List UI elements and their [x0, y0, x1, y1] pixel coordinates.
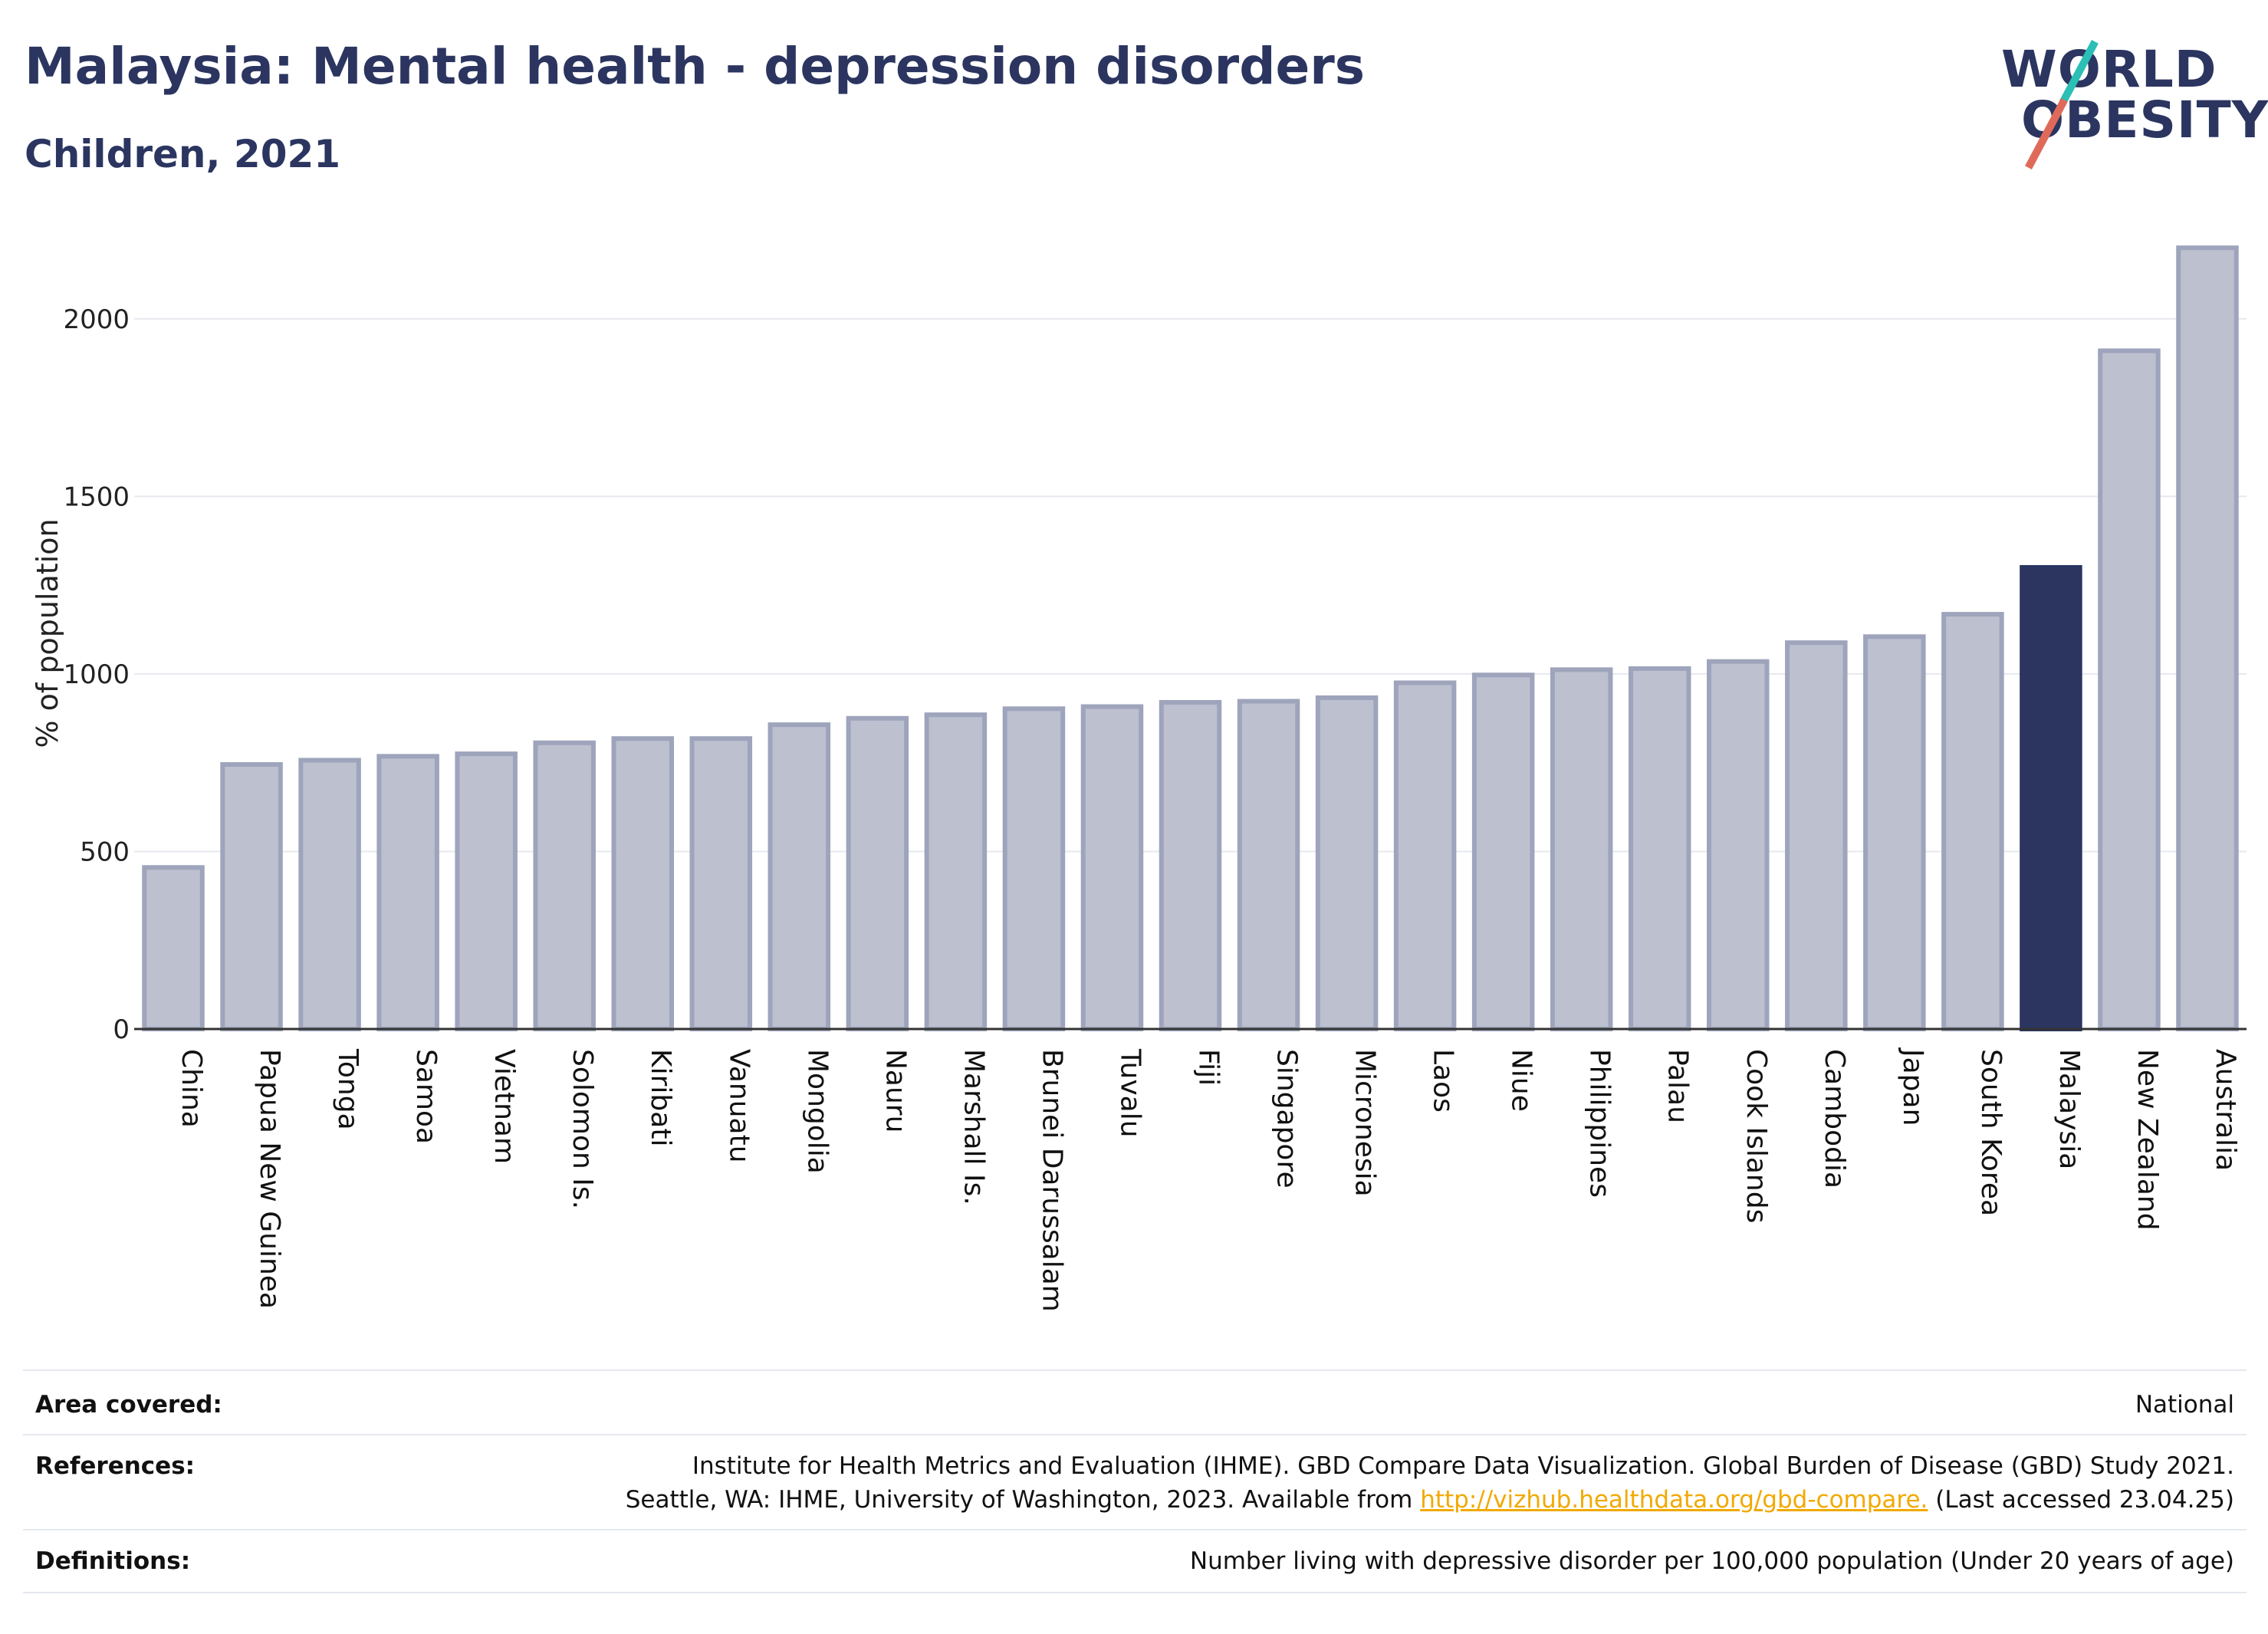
definitions-label: Definitions:	[35, 1547, 191, 1575]
bar-south-korea	[1941, 612, 2004, 1031]
x-tick-label: Vanuatu	[723, 1049, 754, 1163]
bar-tuvalu	[1080, 704, 1144, 1031]
x-tick-label: Tuvalu	[1114, 1048, 1146, 1138]
y-tick-label: 500	[80, 837, 130, 867]
references-value: Institute for Health Metrics and Evaluat…	[626, 1449, 2234, 1517]
page-title: Malaysia: Mental health - depression dis…	[25, 37, 1366, 96]
area-covered-label: Area covered:	[35, 1391, 222, 1419]
y-tick-label: 1000	[63, 659, 130, 690]
bar-micronesia	[1315, 695, 1379, 1032]
y-tick-label: 0	[113, 1014, 130, 1045]
x-tick-label: South Korea	[1975, 1049, 2007, 1216]
x-tick-label: Fiji	[1193, 1049, 1224, 1086]
y-tick-label: 2000	[63, 304, 130, 335]
x-tick-label: Singapore	[1271, 1049, 1303, 1189]
bar-nauru	[846, 715, 909, 1031]
references-line-2: Seattle, WA: IHME, University of Washing…	[626, 1483, 2234, 1517]
references-line-2-text: Seattle, WA: IHME, University of Washing…	[625, 1486, 1421, 1514]
footer-divider	[23, 1369, 2247, 1371]
bar-niue	[1471, 672, 1535, 1031]
x-tick-label: Malaysia	[2053, 1049, 2085, 1169]
bar-samoa	[376, 754, 439, 1032]
bar-philippines	[1550, 667, 1613, 1031]
y-tick-label: 1500	[63, 482, 130, 512]
y-axis-label: % of population	[31, 518, 64, 748]
x-tick-label: China	[176, 1049, 207, 1128]
x-tick-label: Nauru	[879, 1049, 911, 1133]
bar-cook-islands	[1707, 659, 1770, 1031]
x-tick-label: Vietnam	[488, 1049, 520, 1164]
footer-divider	[23, 1592, 2247, 1593]
x-tick-label: Marshall Is.	[958, 1049, 989, 1205]
x-tick-label: Papua New Guinea	[254, 1049, 285, 1309]
bar-new-zealand	[2098, 348, 2161, 1031]
logo-line-1: WORLD	[2001, 40, 2217, 99]
x-tick-label: Tonga	[332, 1048, 363, 1130]
area-covered-value: National	[2135, 1391, 2234, 1419]
x-tick-label: Niue	[1506, 1049, 1537, 1112]
x-tick-label: Mongolia	[801, 1049, 833, 1174]
bar-mongolia	[768, 722, 831, 1031]
x-tick-label: Cambodia	[1819, 1049, 1850, 1189]
bar-cambodia	[1785, 640, 1848, 1032]
definitions-value: Number living with depressive disorder p…	[1189, 1547, 2234, 1575]
bar-singapore	[1237, 699, 1300, 1032]
page-subtitle: Children, 2021	[25, 132, 341, 176]
bar-tonga	[298, 758, 361, 1031]
bar-laos	[1393, 680, 1457, 1031]
x-tick-label: Micronesia	[1349, 1049, 1381, 1197]
world-obesity-logo: WORLD OBESITY	[2001, 40, 2268, 169]
bar-japan	[1863, 634, 1926, 1031]
bar-kiribati	[611, 736, 674, 1031]
bar-chart: 0 500 1000 1500 2000 % of population China Papu…	[31, 245, 2247, 1312]
x-tick-label: Solomon Is.	[567, 1049, 598, 1209]
references-label: References:	[35, 1452, 196, 1480]
footer-divider	[23, 1529, 2247, 1530]
bar-vanuatu	[689, 736, 753, 1031]
bar-marshall-is-	[924, 712, 988, 1031]
bar-brunei-darussalam	[1002, 706, 1066, 1032]
x-tick-label: Australia	[2210, 1049, 2241, 1171]
footer-divider	[23, 1434, 2247, 1435]
bar-vietnam	[455, 751, 518, 1031]
bar-australia	[2176, 245, 2239, 1031]
x-tick-label: Philippines	[1584, 1049, 1616, 1198]
x-tick-label: New Zealand	[2132, 1049, 2163, 1231]
x-tick-label: Palau	[1662, 1049, 1694, 1123]
x-tick-label: Brunei Darussalam	[1036, 1049, 1067, 1312]
x-tick-label: Japan	[1897, 1047, 1928, 1126]
bar-fiji	[1159, 699, 1222, 1032]
bar-palau	[1628, 666, 1691, 1031]
references-line-2-accessed: (Last accessed 23.04.25)	[1928, 1486, 2234, 1514]
bar-papua-new-guinea	[220, 761, 283, 1032]
x-tick-label: Samoa	[410, 1049, 442, 1144]
references-link[interactable]: http://vizhub.healthdata.org/gbd-compare…	[1420, 1486, 1928, 1514]
references-line-1: Institute for Health Metrics and Evaluat…	[692, 1452, 2234, 1480]
x-tick-label: Kiribati	[645, 1049, 676, 1146]
x-tick-label: Cook Islands	[1740, 1049, 1772, 1223]
x-tick-label: Laos	[1428, 1049, 1459, 1113]
bar-solomon-is-	[533, 740, 596, 1031]
bar-malaysia	[2020, 564, 2082, 1031]
bar-china	[142, 865, 205, 1031]
